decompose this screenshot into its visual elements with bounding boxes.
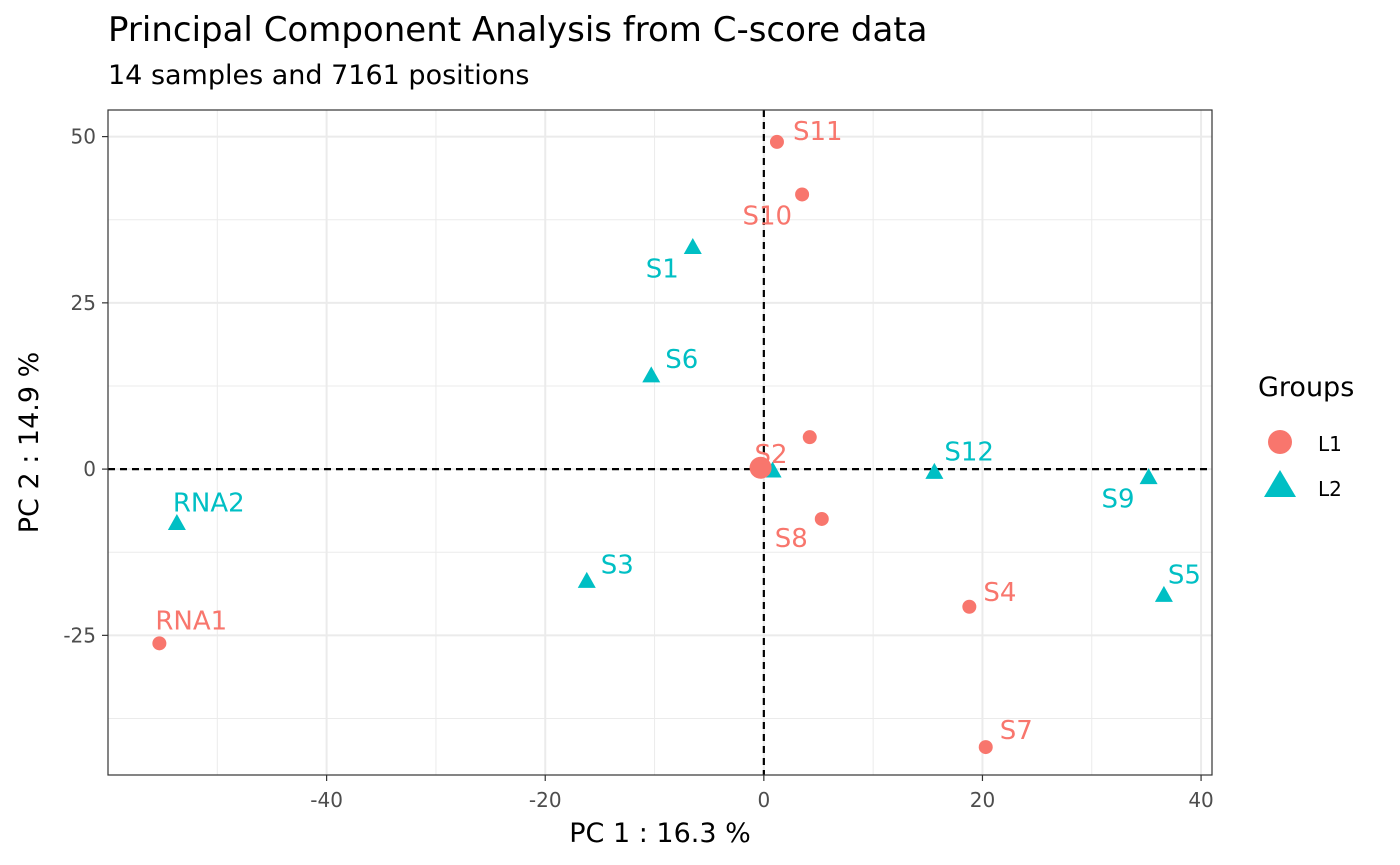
x-tick-label: 20	[970, 788, 995, 812]
point-l2	[642, 366, 661, 383]
point-l2	[1139, 468, 1158, 485]
point-label: S4	[983, 578, 1016, 608]
point-l1	[978, 740, 993, 755]
point-label: RNA1	[155, 606, 227, 636]
point-l2	[925, 462, 944, 479]
point-l1	[769, 134, 784, 149]
chart-title: Principal Component Analysis from C-scor…	[108, 10, 928, 50]
point-l1	[152, 636, 167, 651]
point-l1	[749, 456, 772, 479]
point-l2	[1154, 585, 1173, 602]
point-label: S5	[1168, 560, 1201, 590]
points-layer	[152, 134, 1173, 755]
point-label: S10	[743, 201, 793, 231]
x-axis-label: PC 1 : 16.3 %	[569, 818, 751, 849]
point-label: RNA2	[173, 489, 245, 519]
legend-title: Groups	[1258, 372, 1355, 403]
y-tick-label: 50	[71, 125, 96, 149]
point-l1	[802, 430, 817, 445]
legend-label-l2: L2	[1318, 477, 1342, 501]
grid-layer	[108, 110, 1212, 775]
point-l2	[683, 238, 702, 255]
legend-key-l2	[1264, 470, 1296, 497]
legend-keys	[1264, 430, 1296, 497]
point-label: S2	[755, 440, 788, 470]
chart-subtitle: 14 samples and 7161 positions	[108, 60, 530, 91]
point-label: S11	[793, 117, 843, 147]
point-label: S6	[665, 345, 698, 375]
x-tick-label: 40	[1188, 788, 1213, 812]
panel-border	[107, 109, 1213, 776]
point-label: S9	[1102, 485, 1135, 515]
axes-layer: -40 -20 0 20 40 -25 0 25 50	[63, 125, 1213, 812]
reference-lines	[108, 110, 1212, 775]
x-tick-label: -20	[529, 788, 562, 812]
x-tick-label: 0	[757, 788, 770, 812]
point-label: S12	[944, 437, 994, 467]
y-axis-label: PC 2 : 14.9 %	[14, 352, 45, 534]
point-label: S3	[601, 550, 634, 580]
y-tick-label: -25	[63, 623, 96, 647]
y-tick-label: 25	[71, 291, 96, 315]
point-label: S1	[646, 255, 679, 285]
x-tick-label: -40	[310, 788, 343, 812]
point-label: S8	[775, 524, 808, 554]
point-labels-layer: S11 S10 S2 S8 S4 S7 RNA1 S1 S6 S12 S9 S5 S3 RNA2	[155, 117, 1201, 746]
point-l2	[577, 571, 596, 588]
point-l1	[962, 599, 977, 614]
point-l2	[167, 514, 186, 531]
y-tick-label: 0	[83, 457, 96, 481]
legend-key-l1	[1268, 430, 1292, 454]
point-l1	[795, 187, 810, 202]
legend-label-l1: L1	[1318, 432, 1342, 456]
point-label: S7	[1000, 716, 1033, 746]
point-l1	[814, 511, 829, 526]
